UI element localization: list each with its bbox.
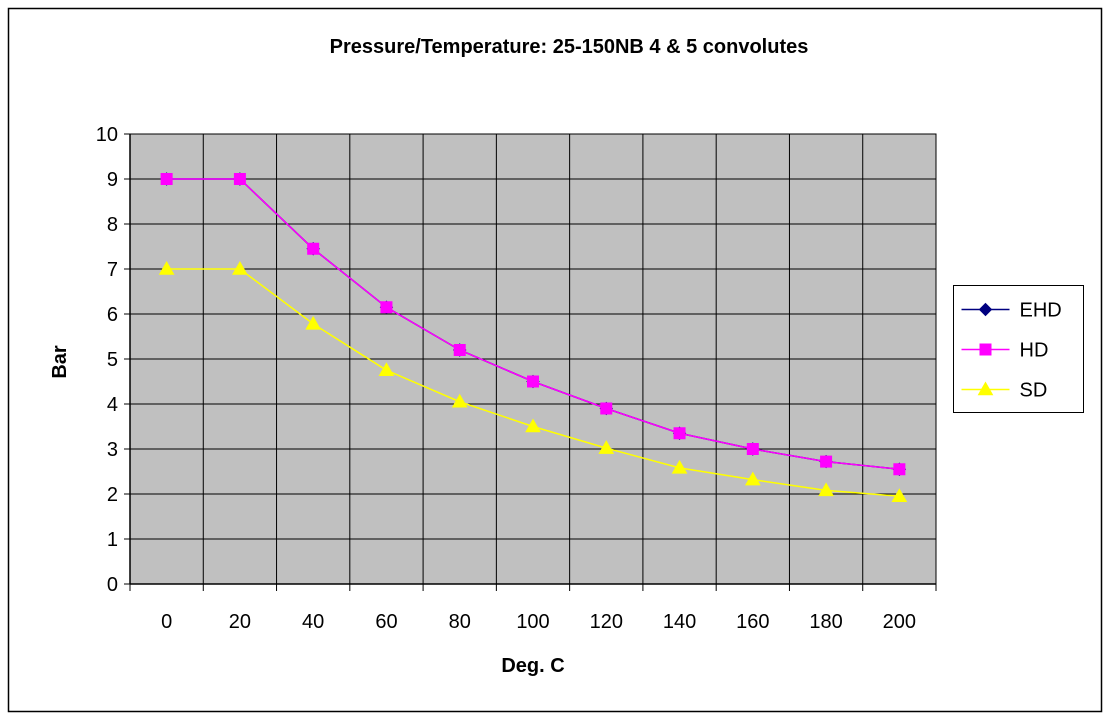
data-point-sd [305,315,322,330]
data-point-sd [744,471,761,486]
x-tick-label: 180 [809,611,842,633]
data-point-hd [673,427,686,440]
legend-marker-sd [977,381,994,396]
legend-label-sd: SD [1020,380,1048,402]
y-tick-label: 7 [107,259,118,281]
x-tick-label: 0 [161,611,172,633]
data-point-sd [671,459,688,474]
data-point-hd [527,375,539,388]
data-point-hd [307,242,320,255]
y-tick-label: 4 [107,394,118,416]
data-point-hd [160,173,173,185]
x-tick-label: 20 [229,611,251,633]
x-tick-label: 40 [302,611,324,633]
chart-title: Pressure/Temperature: 25-150NB 4 & 5 con… [330,36,809,58]
x-tick-label: 100 [516,611,549,633]
y-tick-label: 9 [107,169,118,191]
y-tick-label: 0 [107,574,118,596]
y-axis-label: Bar [49,345,71,379]
data-point-sd [451,393,468,408]
data-point-sd [378,362,395,376]
x-tick-label: 200 [883,611,916,633]
legend-label-hd: HD [1020,340,1049,362]
y-tick-label: 1 [107,529,118,551]
data-point-hd [893,463,906,476]
data-point-sd [158,260,175,275]
data-point-sd [525,418,541,433]
data-point-hd [380,301,393,314]
data-point-sd [891,488,908,502]
x-tick-label: 60 [375,611,397,633]
data-point-hd [600,402,613,415]
legend-marker-ehd [978,302,993,317]
y-tick-label: 10 [96,124,118,146]
x-tick-label: 120 [590,611,623,633]
data-point-hd [453,344,466,356]
data-point-hd [233,173,246,185]
x-tick-label: 160 [736,611,769,633]
data-point-hd [820,455,833,468]
legend-label-ehd: EHD [1020,300,1062,322]
data-point-hd [746,443,759,455]
y-tick-label: 5 [107,349,118,371]
y-tick-label: 2 [107,484,118,506]
x-tick-label: 140 [663,611,696,633]
x-axis-label: Deg. C [501,655,564,677]
legend-marker-hd [979,343,992,356]
data-point-sd [818,482,834,497]
y-tick-label: 6 [107,304,118,326]
legend: EHD HD SD [953,285,1084,413]
data-point-sd [232,260,248,275]
y-tick-label: 3 [107,439,118,461]
x-tick-label: 80 [449,611,471,633]
data-point-sd [598,440,615,454]
y-tick-label: 8 [107,214,118,236]
